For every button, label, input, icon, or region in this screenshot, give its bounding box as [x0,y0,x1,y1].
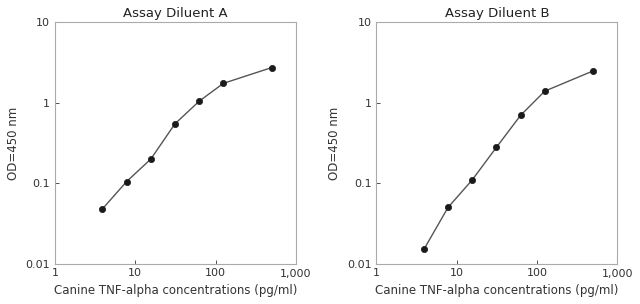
X-axis label: Canine TNF-alpha concentrations (pg/ml): Canine TNF-alpha concentrations (pg/ml) [54,284,297,297]
X-axis label: Canine TNF-alpha concentrations (pg/ml): Canine TNF-alpha concentrations (pg/ml) [375,284,618,297]
Title: Assay Diluent B: Assay Diluent B [445,7,549,20]
Y-axis label: OD=450 nm: OD=450 nm [328,106,341,180]
Y-axis label: OD=450 nm: OD=450 nm [7,106,20,180]
Title: Assay Diluent A: Assay Diluent A [123,7,228,20]
